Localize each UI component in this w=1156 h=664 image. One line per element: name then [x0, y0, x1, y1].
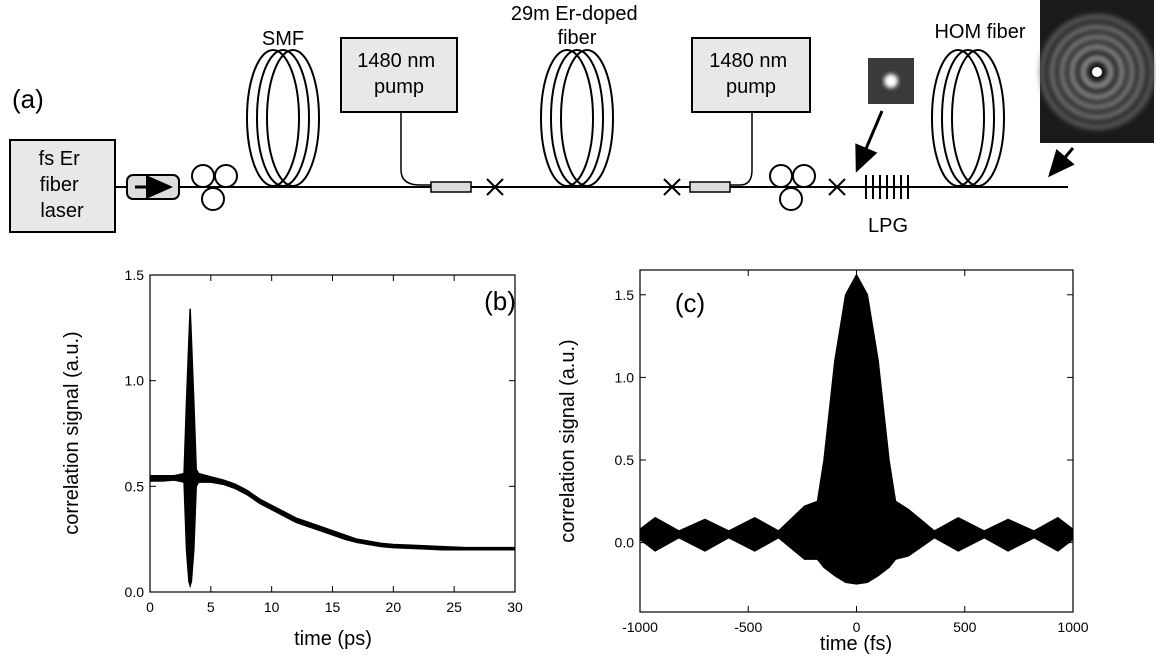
lpg-label: LPG	[868, 215, 908, 237]
x-axis-label: time (ps)	[294, 628, 372, 650]
y-tick-label: 0.0	[615, 535, 635, 551]
envelope-fill	[640, 274, 1073, 584]
er-fiber-label: 29m Er-doped fiber	[511, 3, 643, 49]
laser-box	[9, 139, 116, 233]
er-fiber-line: 29m Er-doped	[511, 3, 638, 25]
laser-line: fiber	[40, 174, 79, 196]
setup-diagram: (a) fs Er fiber laser SMF 1480 nm pump 2…	[9, 0, 1154, 237]
chart: -1000 -500 0 500 1000 0.0 0.5 1.0 1.5 time (fs) co…	[557, 269, 1089, 655]
hom-fiber-label: HOM fiber	[934, 21, 1025, 43]
pump-line: pump	[374, 76, 424, 98]
laser-label: fs Er fiber laser	[39, 148, 86, 222]
pump-box	[691, 37, 811, 113]
y-tick-label: 1.0	[615, 369, 635, 385]
panel-label: (c)	[675, 288, 705, 318]
coupler	[689, 181, 731, 193]
x-tick-label: 25	[446, 599, 462, 615]
x-tick-label: 0	[853, 619, 861, 635]
x-tick-label: 500	[953, 619, 977, 635]
signal-envelope	[150, 479, 515, 589]
chart: 0 5 10 15 20 25 30 0.0 0.5 1.0 1.5 time (ps) correla…	[61, 267, 523, 650]
mode-spot	[884, 74, 898, 88]
pump-fiber	[400, 112, 432, 186]
plot-frame	[149, 274, 516, 593]
coupler	[430, 181, 472, 193]
y-tick-label: 1.0	[125, 373, 145, 389]
pointer-arrow	[1048, 147, 1075, 178]
laser-line: laser	[40, 200, 84, 222]
splice	[828, 178, 846, 196]
y-axis-label: correlation signal (a.u.)	[557, 339, 579, 542]
y-tick-label: 0.5	[615, 452, 635, 468]
x-axis-label: time (fs)	[820, 633, 892, 655]
hom-coil	[931, 49, 1005, 187]
panel-label: (a)	[12, 84, 44, 114]
splice	[663, 178, 681, 196]
mode-center	[1092, 67, 1102, 77]
x-tick-label: 5	[207, 599, 215, 615]
x-tick-label: 0	[146, 599, 154, 615]
x-tick-label: 1000	[1057, 619, 1088, 635]
y-tick-label: 0.0	[125, 584, 145, 600]
pointer-arrow	[855, 110, 884, 173]
x-tick-label: 30	[507, 599, 523, 615]
x-tick-label: 20	[386, 599, 402, 615]
polarization-controller	[191, 164, 238, 211]
polarization-controller	[769, 164, 816, 211]
er-fiber-line: fiber	[558, 27, 597, 49]
mode-rings	[1040, 15, 1154, 129]
panel-label: (b)	[484, 286, 516, 316]
smf-label: SMF	[262, 28, 304, 50]
splice	[486, 178, 504, 196]
smf-coil	[246, 49, 320, 187]
pump-label: 1480 nm pump	[709, 50, 792, 98]
signal-envelope	[150, 308, 515, 549]
pump-line: 1480 nm	[357, 50, 435, 72]
x-tick-label: -1000	[622, 619, 658, 635]
x-tick-label: 10	[264, 599, 280, 615]
y-tick-label: 1.5	[125, 267, 145, 283]
y-axis-label: correlation signal (a.u.)	[61, 331, 83, 534]
er-coil	[540, 49, 614, 187]
y-tick-label: 1.5	[615, 287, 635, 303]
lpg-grating	[865, 175, 909, 199]
pump-line: pump	[726, 76, 776, 98]
pump-line: 1480 nm	[709, 50, 787, 72]
x-tick-label: -500	[734, 619, 762, 635]
laser-line: fs Er	[39, 148, 80, 170]
x-tick-label: 15	[325, 599, 341, 615]
pump-fiber	[730, 112, 753, 186]
envelope-fill	[150, 308, 515, 586]
pump-label: 1480 nm pump	[357, 50, 440, 98]
pump-box	[340, 37, 458, 113]
y-tick-label: 0.5	[125, 478, 145, 494]
signal-envelope	[639, 536, 1074, 585]
